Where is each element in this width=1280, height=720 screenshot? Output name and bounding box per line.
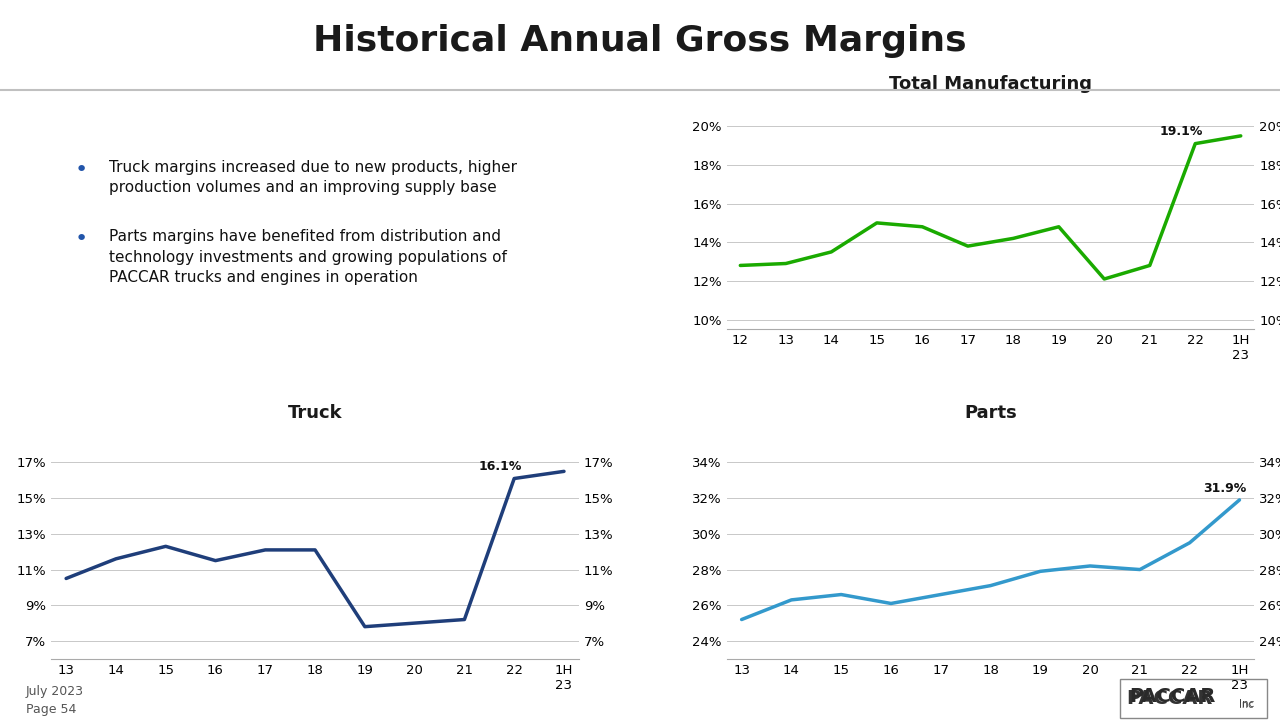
Text: Parts margins have benefited from distribution and
technology investments and gr: Parts margins have benefited from distri…	[109, 230, 507, 285]
Text: 31.9%: 31.9%	[1203, 482, 1247, 495]
Text: July 2023: July 2023	[26, 685, 83, 698]
Text: 16.1%: 16.1%	[479, 460, 521, 473]
Title: Parts: Parts	[964, 405, 1016, 423]
Title: Total Manufacturing: Total Manufacturing	[890, 75, 1092, 93]
Text: Page 54: Page 54	[26, 703, 76, 716]
Text: PACCAR: PACCAR	[1126, 689, 1212, 708]
Text: Inc: Inc	[1239, 700, 1253, 710]
Title: Truck: Truck	[288, 405, 342, 423]
Text: 19.1%: 19.1%	[1160, 125, 1202, 138]
Text: Historical Annual Gross Margins: Historical Annual Gross Margins	[314, 24, 966, 58]
Text: Inc: Inc	[1239, 698, 1254, 708]
Text: PACCAR: PACCAR	[1129, 687, 1215, 706]
FancyBboxPatch shape	[1120, 679, 1267, 718]
Text: •: •	[76, 230, 88, 249]
Text: •: •	[76, 160, 88, 180]
Text: Truck margins increased due to new products, higher
production volumes and an im: Truck margins increased due to new produ…	[109, 160, 517, 195]
